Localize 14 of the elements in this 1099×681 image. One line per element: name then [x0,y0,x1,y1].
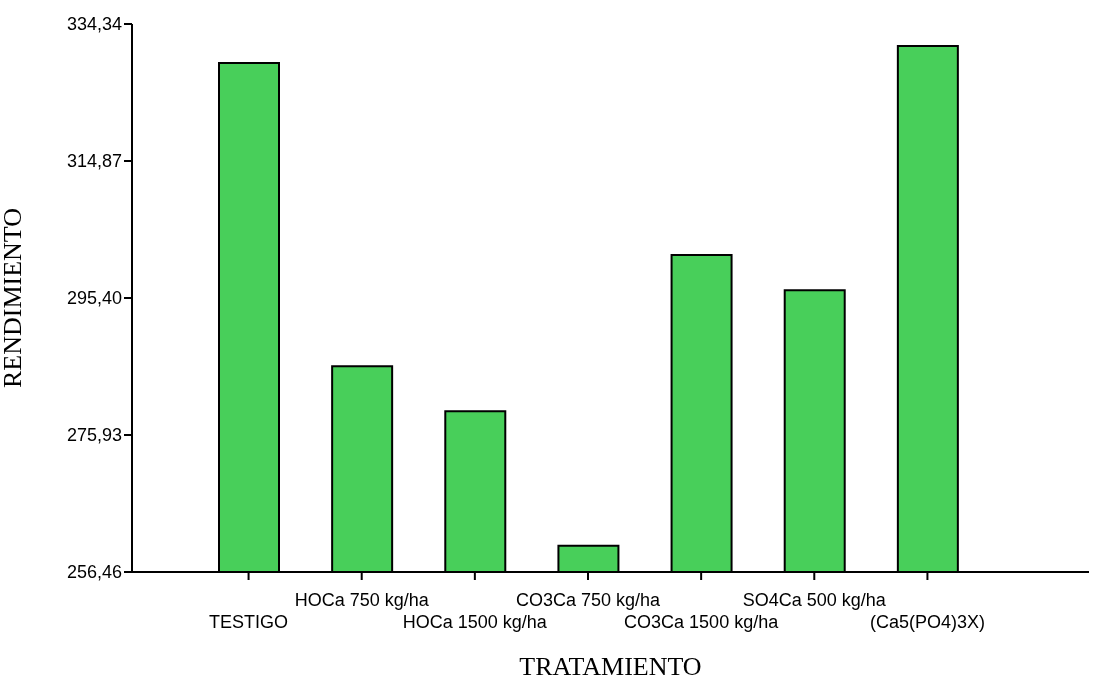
x-tick-label: HOCa 750 kg/ha [294,590,430,610]
y-tick-label: 295,40 [66,288,122,309]
x-tick-label: (Ca5(PO4)3X) [869,612,985,632]
x-tick-label: HOCa 1500 kg/ha [402,612,548,632]
x-tick-label: TESTIGO [209,612,289,632]
y-tick-label: 314,87 [66,151,122,172]
x-axis-title: TRATAMIENTO [519,652,702,681]
x-tick-label: CO3Ca 750 kg/ha [515,590,662,610]
y-axis-title: RENDIMIENTO [0,207,28,389]
y-tick-label: 334,34 [66,14,122,35]
y-tick-label: 256,46 [66,562,122,583]
x-tick-label: CO3Ca 1500 kg/ha [624,612,780,632]
x-tick-label: SO4Ca 500 kg/ha [742,590,887,610]
y-tick-label: 275,93 [66,425,122,446]
